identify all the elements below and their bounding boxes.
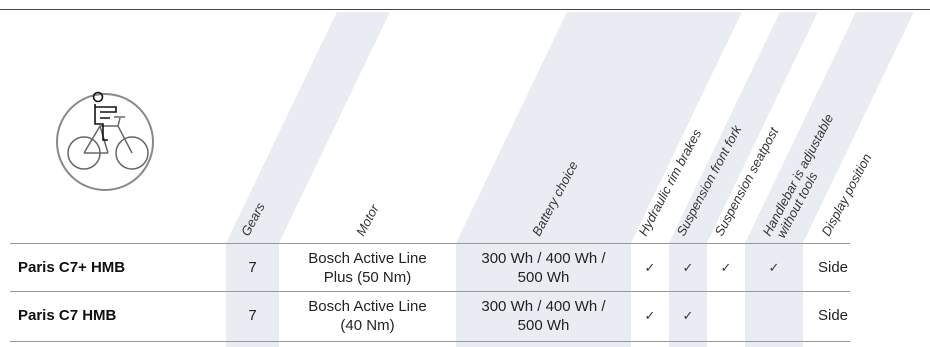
cell-battery: 300 Wh / 400 Wh /500 Wh bbox=[481, 249, 606, 286]
row-divider bbox=[10, 291, 850, 292]
column-shade-gears bbox=[226, 12, 390, 243]
column-shade-body-handlebar bbox=[745, 243, 803, 347]
model-name: Paris C7 HMB bbox=[18, 307, 117, 324]
column-shade-body-susp_fork bbox=[669, 243, 707, 347]
column-header-motor: Motor bbox=[353, 201, 382, 238]
check-icon: ✓ bbox=[720, 260, 732, 275]
model-name: Paris C7+ HMB bbox=[18, 259, 126, 276]
column-shade-battery bbox=[456, 12, 742, 243]
cell-display: Side bbox=[817, 307, 849, 324]
cell-display: Side bbox=[817, 259, 849, 276]
cell-battery: 300 Wh / 400 Wh /500 Wh bbox=[481, 297, 606, 334]
column-shading bbox=[226, 12, 914, 347]
cell-motor: Bosch Active Line Plus (50 Nm) bbox=[308, 249, 427, 286]
top-divider bbox=[0, 9, 930, 10]
row-divider bbox=[10, 243, 850, 244]
check-icon: ✓ bbox=[682, 308, 694, 323]
column-shade-susp_fork bbox=[669, 12, 818, 243]
cell-gears: 7 bbox=[248, 259, 257, 276]
row-divider bbox=[10, 341, 850, 342]
column-shade-body-gears bbox=[226, 243, 279, 347]
cell-susp_seatpost bbox=[707, 292, 745, 339]
check-icon: ✓ bbox=[644, 308, 656, 323]
check-icon: ✓ bbox=[644, 260, 656, 275]
cell-motor: Bosch Active Line (40 Nm) bbox=[308, 297, 427, 334]
column-shade-handlebar bbox=[745, 12, 914, 243]
column-shade-body-battery bbox=[456, 243, 631, 347]
cell-gears: 7 bbox=[248, 307, 257, 324]
check-icon: ✓ bbox=[682, 260, 694, 275]
check-icon: ✓ bbox=[768, 260, 780, 275]
cell-handlebar bbox=[745, 292, 803, 339]
person-on-bike-icon bbox=[56, 91, 154, 191]
